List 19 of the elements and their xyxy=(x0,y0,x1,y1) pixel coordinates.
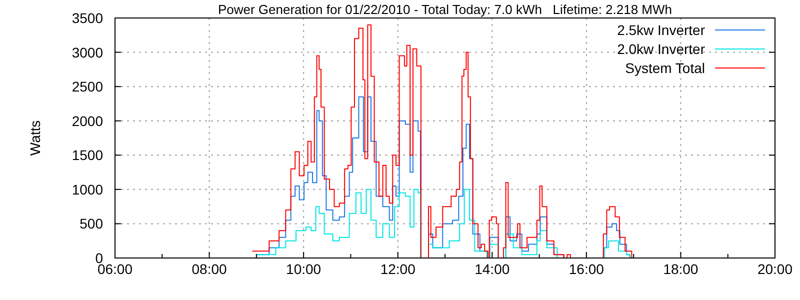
y-tick-label: 500 xyxy=(80,216,104,232)
x-tick-label: 12:00 xyxy=(380,261,416,277)
y-tick-label: 3500 xyxy=(72,10,104,26)
x-tick-label: 18:00 xyxy=(663,261,698,277)
y-axis-title: Watts xyxy=(27,120,43,156)
x-tick-label: 16:00 xyxy=(568,261,604,277)
y-tick-label: 2500 xyxy=(72,78,104,95)
y-tick-label: 3000 xyxy=(72,44,104,60)
legend-label: System Total xyxy=(625,60,705,76)
legend-label: 2.5kw Inverter xyxy=(617,22,706,38)
y-tick-label: 1000 xyxy=(72,181,104,198)
x-tick-label: 10:00 xyxy=(286,261,322,277)
x-tick-label: 20:00 xyxy=(757,261,793,277)
x-tick-label: 14:00 xyxy=(474,261,510,277)
legend-label: 2.0kw Inverter xyxy=(617,41,706,57)
y-tick-label: 2000 xyxy=(72,112,104,129)
y-tick-label: 1500 xyxy=(72,147,104,164)
chart-title: Power Generation for 01/22/2010 - Total Today: 7.0 kWh Lifetime: 2.218 MWh xyxy=(218,2,672,17)
x-tick-label: 08:00 xyxy=(192,261,228,277)
